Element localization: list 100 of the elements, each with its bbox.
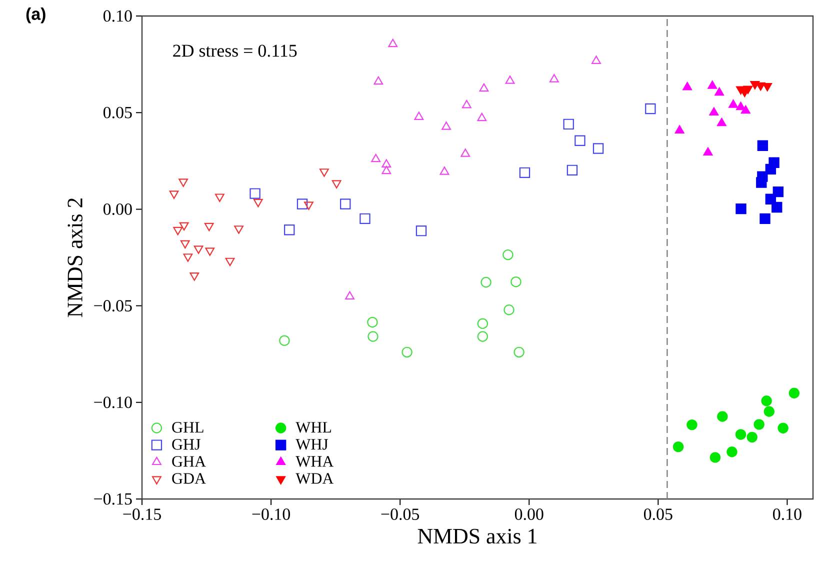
point — [703, 147, 713, 156]
point — [674, 125, 684, 134]
y-tick-label: −0.15 — [94, 493, 132, 505]
point — [479, 83, 489, 92]
point — [505, 76, 515, 84]
point — [234, 226, 244, 234]
y-tick-label: −0.10 — [94, 396, 132, 408]
legend-label: GDA — [172, 473, 206, 484]
point — [416, 225, 427, 236]
y-tick-label: 0.10 — [103, 10, 132, 22]
x-tick-label: 0.00 — [514, 508, 544, 520]
x-tick-label: 0.10 — [773, 508, 802, 520]
point — [717, 411, 728, 422]
point — [772, 202, 782, 213]
point — [178, 178, 188, 187]
point — [645, 103, 656, 114]
point — [504, 304, 514, 316]
point — [304, 202, 314, 210]
point — [173, 226, 183, 236]
point — [757, 140, 768, 151]
point — [414, 112, 424, 120]
point — [519, 167, 530, 178]
point — [480, 276, 492, 288]
point — [225, 258, 235, 266]
point — [716, 118, 726, 126]
point — [440, 166, 450, 175]
point — [253, 198, 263, 208]
point — [592, 143, 604, 154]
point — [574, 135, 586, 146]
legend-label: WDA — [296, 473, 334, 484]
legend-label: GHJ — [172, 439, 200, 450]
point — [549, 74, 559, 82]
point — [764, 406, 774, 417]
point — [502, 249, 514, 260]
point — [169, 190, 179, 199]
point — [279, 335, 290, 346]
point — [296, 198, 308, 210]
point — [736, 203, 746, 214]
point — [566, 164, 578, 176]
point — [214, 194, 224, 202]
point — [367, 316, 378, 328]
x-tick-label: −0.15 — [123, 508, 161, 520]
legend-label: WHA — [296, 456, 334, 467]
point — [374, 76, 384, 85]
point — [754, 419, 764, 430]
point — [728, 100, 738, 108]
point — [710, 452, 721, 463]
point — [382, 166, 392, 174]
point — [460, 148, 470, 157]
legend-label: GHL — [172, 422, 204, 433]
point — [686, 419, 698, 430]
y-axis-title: NMDS axis 2 — [68, 198, 82, 318]
x-tick-label: 0.05 — [644, 508, 672, 520]
point — [183, 254, 193, 262]
y-tick-label: 0.00 — [103, 203, 132, 215]
point — [442, 122, 451, 130]
point — [709, 107, 719, 116]
chart-title: (a) — [26, 8, 46, 24]
point — [402, 346, 412, 358]
point — [765, 164, 776, 175]
point — [477, 331, 488, 342]
point — [368, 331, 378, 342]
point — [760, 213, 770, 224]
point — [190, 272, 200, 281]
point — [592, 56, 601, 64]
point — [761, 396, 772, 406]
y-tick-label: −0.05 — [94, 300, 132, 312]
point — [477, 318, 488, 329]
legend-label: WHJ — [296, 439, 328, 450]
point — [388, 38, 398, 48]
legend-label: WHL — [296, 422, 331, 433]
point — [714, 87, 724, 96]
legend-label: GHA — [172, 456, 206, 467]
point — [462, 100, 472, 108]
x-tick-label: −0.10 — [252, 508, 290, 520]
point — [284, 224, 295, 236]
point — [360, 213, 370, 224]
point — [735, 429, 746, 440]
x-tick-label: −0.05 — [381, 508, 420, 520]
annotation: 2D stress = 0.115 — [173, 44, 297, 57]
point — [740, 105, 750, 114]
point — [672, 441, 684, 452]
point — [778, 422, 788, 434]
y-tick-label: 0.05 — [103, 106, 132, 118]
point — [205, 248, 215, 256]
point — [340, 198, 351, 210]
point — [194, 246, 204, 254]
x-axis-title: NMDS axis 1 — [418, 528, 536, 544]
point — [332, 180, 342, 188]
point — [477, 112, 487, 122]
point — [179, 222, 189, 231]
point — [510, 276, 522, 288]
point — [250, 188, 260, 199]
point — [514, 346, 524, 358]
point — [726, 446, 738, 458]
point — [682, 82, 692, 90]
point — [708, 80, 718, 89]
point — [371, 154, 381, 162]
point — [382, 159, 392, 168]
point — [204, 222, 214, 232]
